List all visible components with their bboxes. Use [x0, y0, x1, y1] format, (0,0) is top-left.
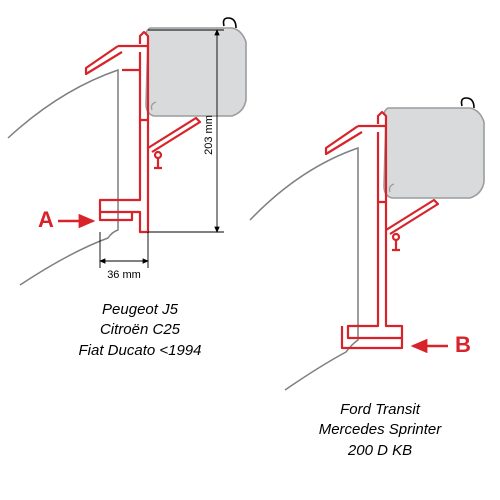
awning-b [384, 98, 484, 198]
diagram-a: 203 mm 36 mm [8, 18, 246, 285]
roof-line-a [8, 70, 118, 285]
diagram-b [250, 98, 484, 390]
label-b-2: Mercedes Sprinter [290, 420, 470, 440]
labels-b: Ford Transit Mercedes Sprinter 200 D KB [290, 400, 470, 461]
awning-a [146, 18, 246, 116]
diagram-canvas: 203 mm 36 mm [0, 0, 500, 500]
roof-line-b [250, 148, 358, 390]
label-b-1: Ford Transit [290, 400, 470, 420]
label-a-1: Peugeot J5 [60, 300, 220, 320]
labels-a: Peugeot J5 Citroën C25 Fiat Ducato <1994 [60, 300, 220, 361]
marker-a: A [38, 207, 54, 233]
label-a-3: Fiat Ducato <1994 [60, 341, 220, 361]
dim-width: 36 mm [100, 232, 148, 281]
label-a-2: Citroën C25 [60, 320, 220, 340]
marker-b: B [455, 332, 471, 358]
dim-height-text: 203 mm [203, 115, 215, 155]
dim-width-text: 36 mm [107, 269, 141, 281]
label-b-3: 200 D KB [290, 441, 470, 461]
